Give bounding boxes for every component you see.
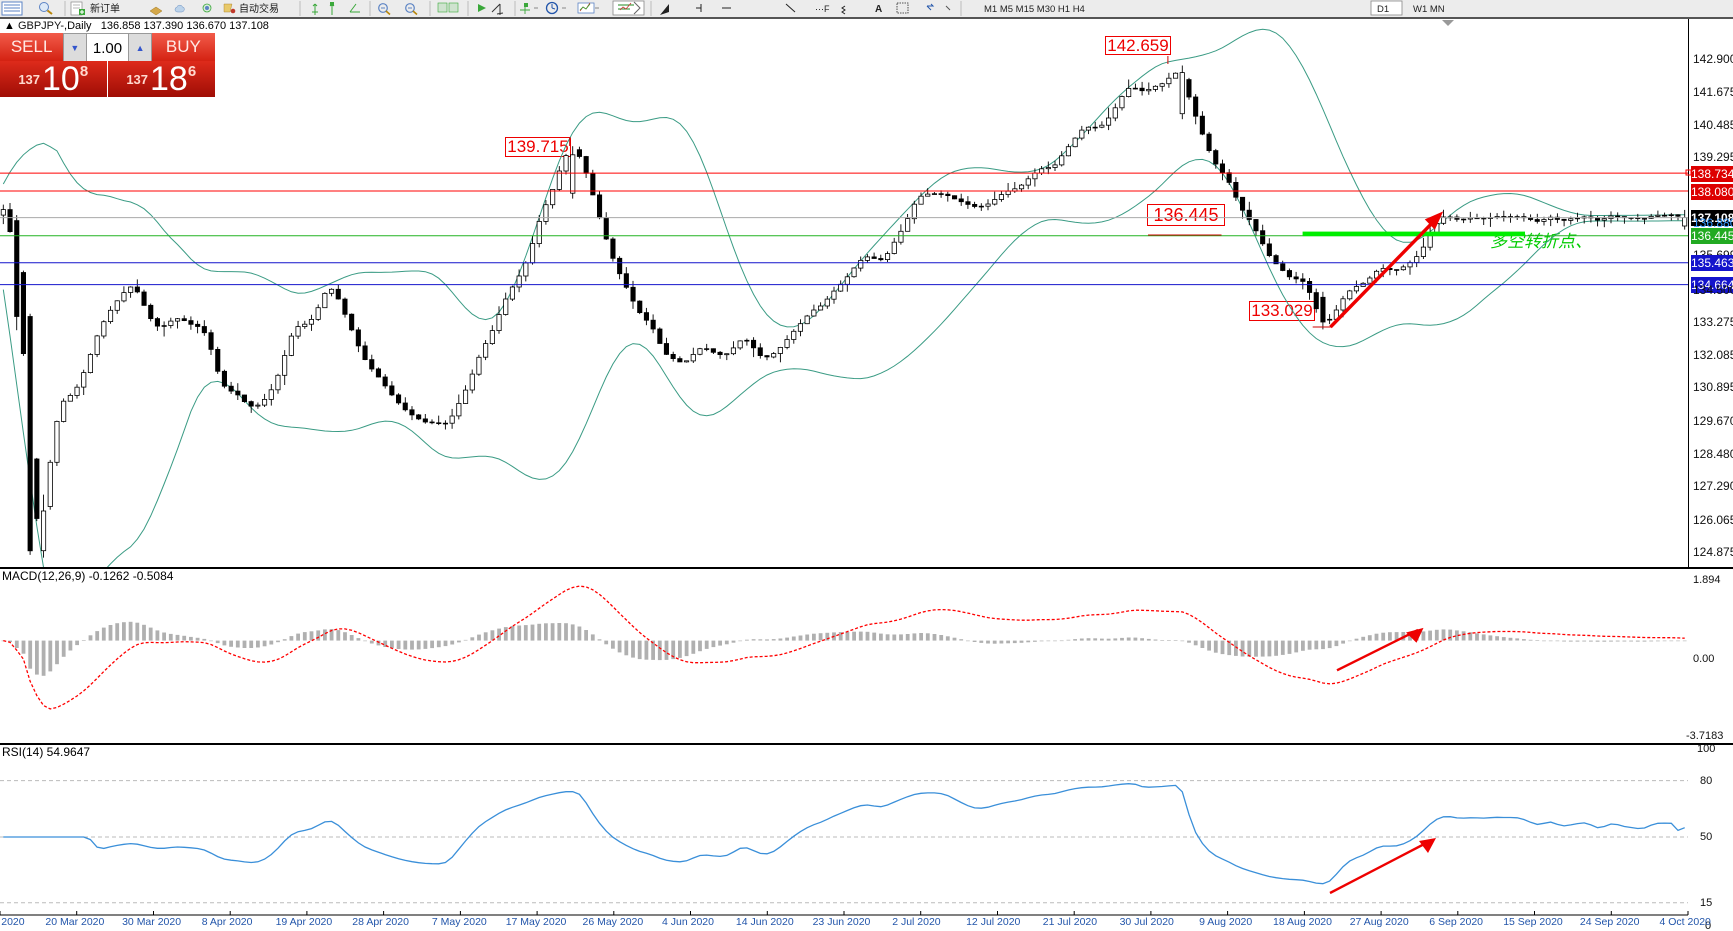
- svg-text:自动交易: 自动交易: [239, 2, 279, 15]
- svg-text:M1 M5 M15 M30 H1 H4: M1 M5 M15 M30 H1 H4: [984, 4, 1085, 15]
- svg-text:D1: D1: [1377, 4, 1389, 15]
- svg-text:⋯F: ⋯F: [815, 4, 830, 14]
- svg-text:W1 MN: W1 MN: [1413, 4, 1445, 15]
- svg-text:新订单: 新订单: [90, 2, 120, 15]
- svg-text:A: A: [875, 4, 882, 15]
